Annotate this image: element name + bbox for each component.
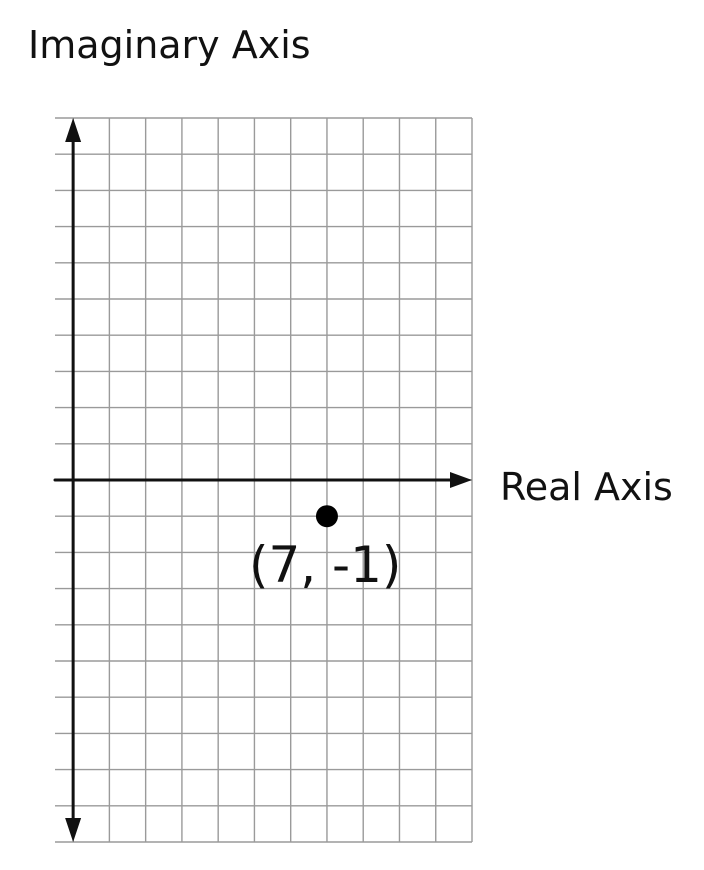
data-point-label: (7, -1)	[249, 536, 401, 594]
real-axis-arrowhead-icon	[450, 472, 472, 488]
axes	[53, 118, 472, 842]
data-point	[315, 505, 338, 528]
real-axis-label: Real Axis	[500, 465, 673, 509]
data-points: (7, -1)	[249, 505, 401, 594]
imaginary-axis-arrowhead-down-icon	[65, 818, 82, 842]
imaginary-axis-arrowhead-up-icon	[65, 118, 82, 142]
imaginary-axis-label: Imaginary Axis	[28, 23, 311, 67]
